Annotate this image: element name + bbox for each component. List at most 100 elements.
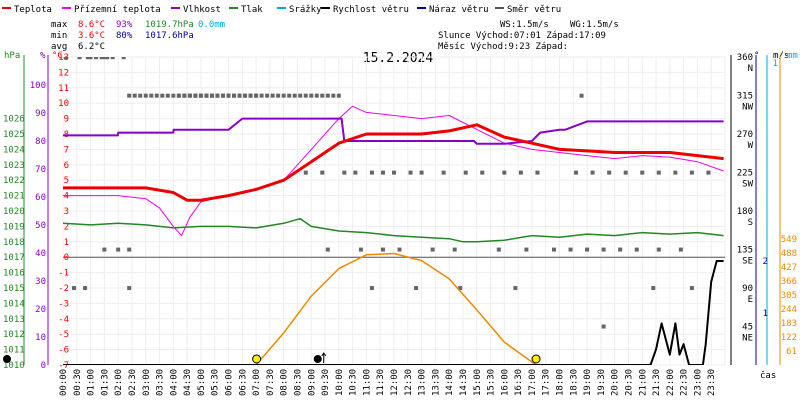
wind-direction-point — [689, 170, 694, 175]
wind-direction-point — [496, 247, 501, 252]
wind-direction-point — [325, 93, 330, 98]
axis-units: hPa % °C ° m/s mm čas — [4, 51, 798, 381]
x-tick-label: 18:00 — [556, 369, 566, 396]
new-moon-marker — [3, 355, 11, 363]
axes: 1026102510241023102210211020101910181017… — [3, 53, 797, 396]
x-tick-label: 19:00 — [583, 369, 593, 396]
x-tick-label: 02:30 — [128, 369, 138, 396]
dir-tick-label: 270 — [737, 130, 753, 140]
wind-direction-point — [673, 170, 678, 175]
dir-tick-label: 45 — [742, 323, 753, 333]
dir-tick-name: N — [748, 64, 753, 74]
legend-label: Náraz větru — [429, 5, 489, 15]
dir-tick-name: S — [748, 218, 753, 228]
c-tick-label: 0 — [64, 253, 69, 263]
hpa-tick-label: 1025 — [3, 130, 25, 140]
c-tick-label: 3 — [64, 207, 69, 217]
wind-direction-point — [325, 247, 330, 252]
x-tick-label: 23:30 — [707, 369, 717, 396]
wind-direction-point — [380, 170, 385, 175]
hpa-tick-label: 1022 — [3, 176, 25, 186]
x-tick-label: 21:30 — [652, 369, 662, 396]
wind-direction-point — [601, 324, 606, 329]
x-tick-label: 01:00 — [87, 369, 97, 396]
wind-direction-point — [132, 93, 137, 98]
wind-direction-point — [265, 93, 270, 98]
wind-direction-point — [77, 57, 82, 60]
c-tick-label: 7 — [64, 145, 69, 155]
wind-direction-point — [237, 93, 242, 98]
stat-avg-temp: 6.2°C — [78, 42, 105, 52]
x-tick-label: 02:00 — [114, 369, 124, 396]
dir-tick-name: SE — [742, 257, 753, 267]
wind-direction-point — [640, 170, 645, 175]
wind-direction-point — [171, 93, 176, 98]
x-tick-label: 08:00 — [280, 369, 290, 396]
pct-tick-label: 30 — [35, 277, 46, 287]
c-tick-label: -5 — [58, 330, 69, 340]
x-tick-label: 06:30 — [238, 369, 248, 396]
hpa-tick-label: 1020 — [3, 207, 25, 217]
c-tick-label: 11 — [58, 84, 69, 94]
wind-direction-point — [392, 170, 396, 175]
wind-direction-point — [656, 170, 661, 175]
wind-direction-point — [121, 57, 126, 60]
wind-direction-point — [397, 247, 402, 252]
hpa-tick-label: 1026 — [3, 115, 25, 125]
wind-direction-point — [83, 286, 88, 291]
c-tick-label: 1 — [64, 238, 69, 248]
wind-direction-point — [102, 247, 107, 252]
pct-tick-label: 80 — [35, 137, 46, 147]
wind-direction-point — [689, 286, 694, 291]
x-tick-label: 16:30 — [514, 369, 524, 396]
wind-direction-point — [105, 57, 110, 60]
wind-direction-point — [458, 286, 463, 291]
wind-direction-point — [143, 93, 148, 98]
marks-layer — [3, 352, 541, 364]
legend-label: Srážky — [289, 5, 322, 15]
x-tick-label: 04:00 — [169, 369, 179, 396]
stats-block: max 8.6°C 93% 1019.7hPa 0.0mm min 3.6°C … — [51, 20, 619, 52]
moon-info: Měsíc Východ:9:23 Západ: — [438, 42, 568, 52]
wind-direction-point — [463, 170, 468, 175]
pct-tick-label: 60 — [35, 193, 46, 203]
hpa-tick-label: 1018 — [3, 238, 25, 248]
wind-direction-point — [441, 170, 446, 175]
sunset-marker — [531, 354, 541, 364]
series-tlak — [63, 217, 724, 243]
hpa-tick-label: 1023 — [3, 161, 25, 171]
stat-max-hum: 93% — [116, 20, 133, 30]
wind-direction-point — [678, 247, 683, 252]
dir-tick-label: 315 — [737, 92, 753, 102]
wind-direction-point — [618, 247, 623, 252]
x-tick-label: 16:00 — [500, 369, 510, 396]
wind-direction-point — [358, 247, 363, 252]
c-tick-label: -6 — [58, 346, 69, 356]
wind-direction-point — [336, 93, 341, 98]
x-tick-label: 17:30 — [542, 369, 552, 396]
hpa-tick-label: 1021 — [3, 192, 25, 202]
stat-min-temp: 3.6°C — [78, 31, 105, 41]
wind-direction-point — [524, 247, 529, 252]
wind-direction-point — [568, 247, 573, 252]
wind-direction-point — [248, 93, 253, 98]
x-tick-label: 07:00 — [252, 369, 262, 396]
x-tick-label: 18:30 — [569, 369, 579, 396]
wind-direction-point — [292, 93, 297, 98]
wind-direction-point — [110, 57, 115, 60]
sunrise-marker — [252, 354, 262, 364]
dir-tick-name: W — [748, 141, 754, 151]
series-p-zemn-teplota — [63, 105, 724, 237]
stat-min-hum: 80% — [116, 31, 133, 41]
x-tick-label: 13:30 — [431, 369, 441, 396]
hpa-tick-label: 1019 — [3, 222, 25, 232]
x-tick-label: 12:00 — [390, 369, 400, 396]
hpa-tick-label: 1015 — [3, 284, 25, 294]
x-tick-label: 01:30 — [100, 369, 110, 396]
x-tick-label: 07:30 — [266, 369, 276, 396]
hpa-tick-label: 1010 — [3, 361, 25, 371]
wind-direction-point — [303, 170, 308, 175]
c-tick-label: 13 — [58, 53, 69, 63]
stat-avg-label: avg — [51, 42, 67, 52]
